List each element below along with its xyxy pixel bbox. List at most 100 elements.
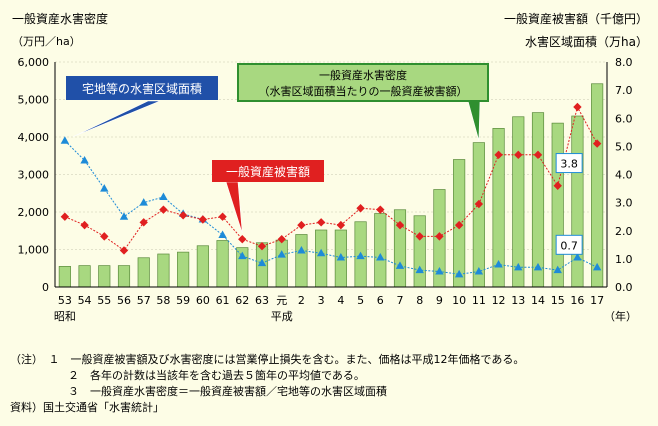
x-tick-label: 15 — [551, 294, 565, 307]
area-point — [435, 267, 444, 275]
right-tick-label: 5.0 — [615, 140, 633, 153]
bar — [551, 122, 564, 288]
right-axis-title-2: 水害区域面積（万ha） — [525, 35, 648, 49]
x-tick-label: 54 — [78, 294, 92, 307]
x-tick-label: 57 — [137, 294, 151, 307]
damage-point — [316, 218, 326, 227]
bar — [295, 234, 308, 288]
damage-point — [415, 232, 424, 241]
bar — [177, 251, 190, 288]
left-axis-title: 一般資産水害密度 — [12, 12, 109, 26]
damage-point — [218, 212, 227, 221]
bar — [157, 253, 170, 288]
right-tick-label: 0.0 — [615, 281, 633, 294]
right-tick-label: 8.0 — [615, 56, 633, 69]
damage-point — [257, 242, 267, 251]
end-label-area: 0.7 — [560, 239, 578, 252]
callout-damage-text: 一般資産被害額 — [226, 164, 310, 179]
bar — [571, 115, 584, 288]
callout-area-box — [66, 76, 218, 100]
era-label-showa: 昭和 — [54, 310, 76, 323]
x-axis-unit: （年） — [604, 309, 637, 323]
x-tick-label: 62 — [235, 294, 249, 307]
right-tick-label: 3.0 — [615, 197, 633, 210]
x-tick-label: 56 — [117, 294, 131, 307]
callout-density-box — [237, 63, 489, 102]
damage-point — [356, 204, 365, 213]
callout-damage-box — [212, 160, 324, 182]
callout-area-pointer — [72, 100, 161, 138]
bar — [137, 257, 150, 288]
area-point — [514, 262, 523, 271]
x-tick-label: 60 — [196, 294, 210, 307]
bar — [374, 213, 387, 288]
damage-point — [514, 150, 523, 160]
area-point — [356, 251, 365, 260]
damage-point — [198, 215, 208, 224]
right-tick-label: 4.0 — [615, 169, 633, 182]
damage-point — [454, 220, 464, 230]
note-3: ３ 一般資産水害密度＝一般資産被害額／宅地等の水害区域面積 — [68, 385, 387, 398]
left-tick-label: 0 — [42, 281, 49, 294]
area-point — [592, 262, 602, 271]
bar — [78, 265, 91, 288]
damage-point — [395, 220, 405, 230]
area-point — [494, 260, 503, 268]
bar — [58, 266, 71, 288]
damage-point — [139, 218, 148, 227]
left-tick-label: 3,000 — [18, 169, 50, 182]
damage-point — [100, 232, 109, 241]
bar — [472, 142, 485, 288]
note-2: ２ 各年の計数は当該年を含む過去５箇年の平均値である。 — [68, 369, 365, 382]
callout-density-line2: （水害区域面積当たりの一般資産被害額） — [259, 84, 468, 98]
damage-point — [178, 211, 188, 220]
damage-point — [336, 220, 346, 230]
area-point — [238, 251, 247, 260]
right-tick-label: 1.0 — [615, 253, 633, 266]
damage-point — [474, 199, 484, 209]
callout-area-text: 宅地等の水害区域面積 — [82, 81, 202, 96]
area-point — [218, 230, 227, 238]
right-tick-label: 2.0 — [615, 225, 633, 238]
area-point — [316, 248, 326, 257]
note-1: （注） １ 一般資産被害額及び水害密度には営業停止損失を含む。また、価格は平成1… — [10, 353, 525, 366]
x-tick-label: 3 — [318, 294, 325, 307]
left-tick-label: 1,000 — [18, 244, 50, 257]
damage-point — [573, 102, 582, 112]
left-axis-unit: （万円／ha） — [12, 35, 81, 48]
right-axis-title: 一般資産被害額（千億円） — [503, 12, 648, 26]
damage-point — [533, 150, 543, 160]
area-point — [454, 269, 464, 278]
area-point — [277, 250, 286, 258]
x-tick-label: 7 — [397, 294, 404, 307]
damage-point — [119, 246, 129, 255]
area-point — [474, 267, 484, 275]
damage-series-line — [64, 105, 598, 252]
x-tick-label: 53 — [58, 294, 72, 307]
damage-point — [60, 212, 70, 221]
callout-density-line1: 一般資産水害密度 — [319, 68, 407, 82]
area-point — [573, 252, 582, 261]
damage-point — [277, 234, 286, 244]
end-label-damage-box — [555, 153, 583, 174]
x-tick-label: 元 — [276, 294, 287, 307]
x-tick-label: 5 — [357, 294, 364, 307]
bar — [216, 240, 229, 288]
x-tick-label: 55 — [97, 294, 111, 307]
x-tick-label: 9 — [436, 294, 443, 307]
x-tick-label: 63 — [255, 294, 269, 307]
left-tick-label: 5,000 — [18, 94, 50, 107]
right-tick-label: 6.0 — [615, 112, 633, 125]
damage-point — [435, 232, 444, 241]
x-tick-label: 13 — [511, 294, 525, 307]
damage-point — [376, 205, 385, 214]
area-point — [80, 155, 89, 164]
bar — [512, 116, 525, 288]
damage-point — [494, 150, 503, 160]
bar — [315, 229, 328, 288]
bar — [413, 215, 426, 288]
note-source: 資料）国土交通省「水害統計」 — [10, 401, 164, 414]
area-point — [395, 261, 405, 269]
bar — [531, 112, 545, 288]
